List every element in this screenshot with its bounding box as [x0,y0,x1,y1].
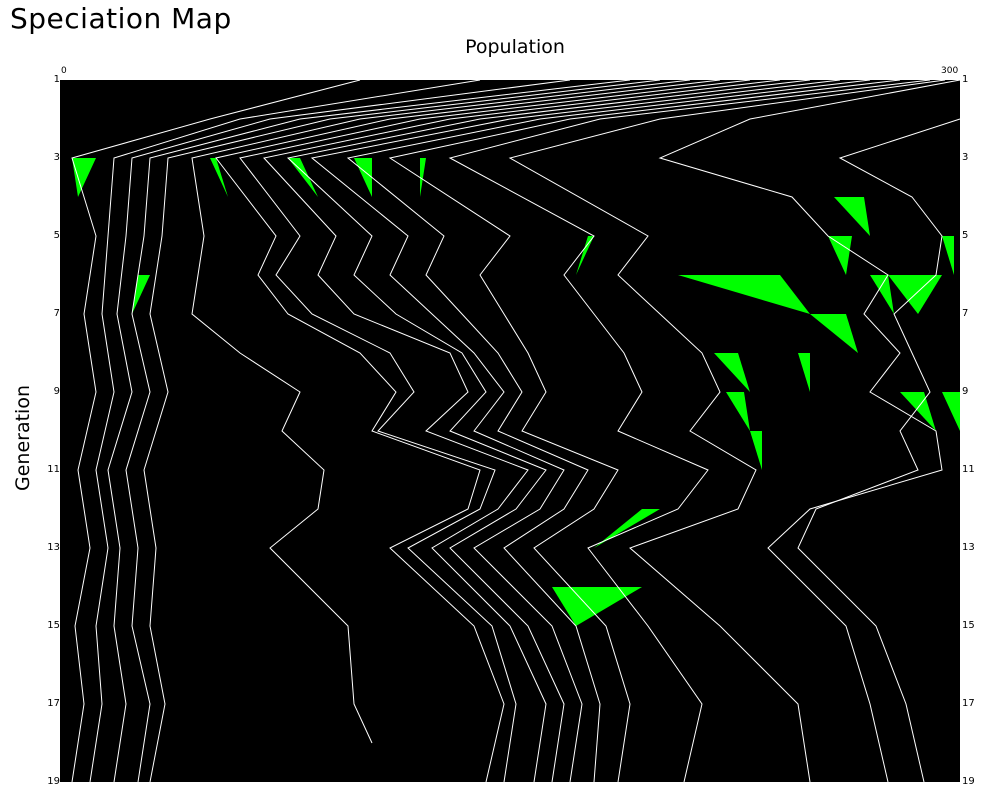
lineage-line-1 [89,79,481,783]
speciation-event-2 [210,158,228,197]
speciation-event-18 [900,392,936,431]
lineages [71,79,961,783]
y-tick-label-right-1: 1 [962,74,969,85]
y-tick-label-left-1: 1 [53,74,60,85]
y-tick-label-left-5: 5 [53,230,60,241]
y-tick-label-left-13: 13 [47,542,60,553]
speciation-event-16 [726,392,750,431]
y-tick-label-right-3: 3 [962,152,969,163]
speciation-event-14 [714,353,750,392]
speciation-event-9 [828,236,852,275]
plot-background [60,80,960,782]
speciation-event-11 [870,275,894,314]
speciation-event-4 [354,158,372,197]
y-tick-label-right-19: 19 [962,776,975,787]
y-tick-label-right-5: 5 [962,230,969,241]
x-tick-label-min: 0 [61,66,67,76]
y-tick-label-right-9: 9 [962,386,969,397]
y-tick-label-left-3: 3 [53,152,60,163]
y-tick-label-left-17: 17 [47,698,60,709]
lineage-line-7 [239,79,751,783]
lineage-line-12 [388,79,901,783]
y-tick-label-right-15: 15 [962,620,975,631]
lineage-line-15 [658,79,961,783]
x-axis-label: Population [465,36,565,58]
speciation-event-19 [942,392,960,431]
y-tick-label-left-9: 9 [53,386,60,397]
lineage-line-6 [215,79,721,783]
lineage-line-9 [286,79,811,783]
lineage-line-8 [263,79,781,783]
y-tick-label-left-7: 7 [53,308,60,319]
lineage-line-14 [508,79,946,783]
y-tick-label-left-11: 11 [47,464,60,475]
speciation-event-8 [810,314,858,353]
lineage-line-2 [107,79,571,783]
lineage-line-5 [191,79,691,744]
speciation-event-13 [942,236,954,275]
y-tick-label-right-13: 13 [962,542,975,553]
speciation-event-10 [834,197,870,236]
lineage-line-4 [143,79,661,783]
lineage-line-3 [125,79,631,783]
chart-title: Speciation Map [10,2,232,35]
lineage-line-0 [71,79,361,783]
speciation-event-5 [420,158,426,197]
lineage-line-16 [797,118,961,783]
speciation-event-15 [798,353,810,392]
y-tick-label-right-7: 7 [962,308,969,319]
speciation-event-21 [552,587,642,626]
y-tick-label-left-15: 15 [47,620,60,631]
y-tick-label-left-19: 19 [47,776,60,787]
speciation-event-17 [750,431,762,470]
y-tick-label-right-11: 11 [962,464,975,475]
lineage-line-13 [448,79,931,783]
lineage-line-10 [310,79,841,783]
speciation-event-0 [72,158,96,197]
speciation-event-6 [576,236,594,275]
y-tick-label-right-17: 17 [962,698,975,709]
speciation-event-7 [678,275,810,314]
x-tick-label-max: 300 [941,66,959,76]
lineage-line-11 [346,79,871,783]
speciation-event-3 [288,158,318,197]
